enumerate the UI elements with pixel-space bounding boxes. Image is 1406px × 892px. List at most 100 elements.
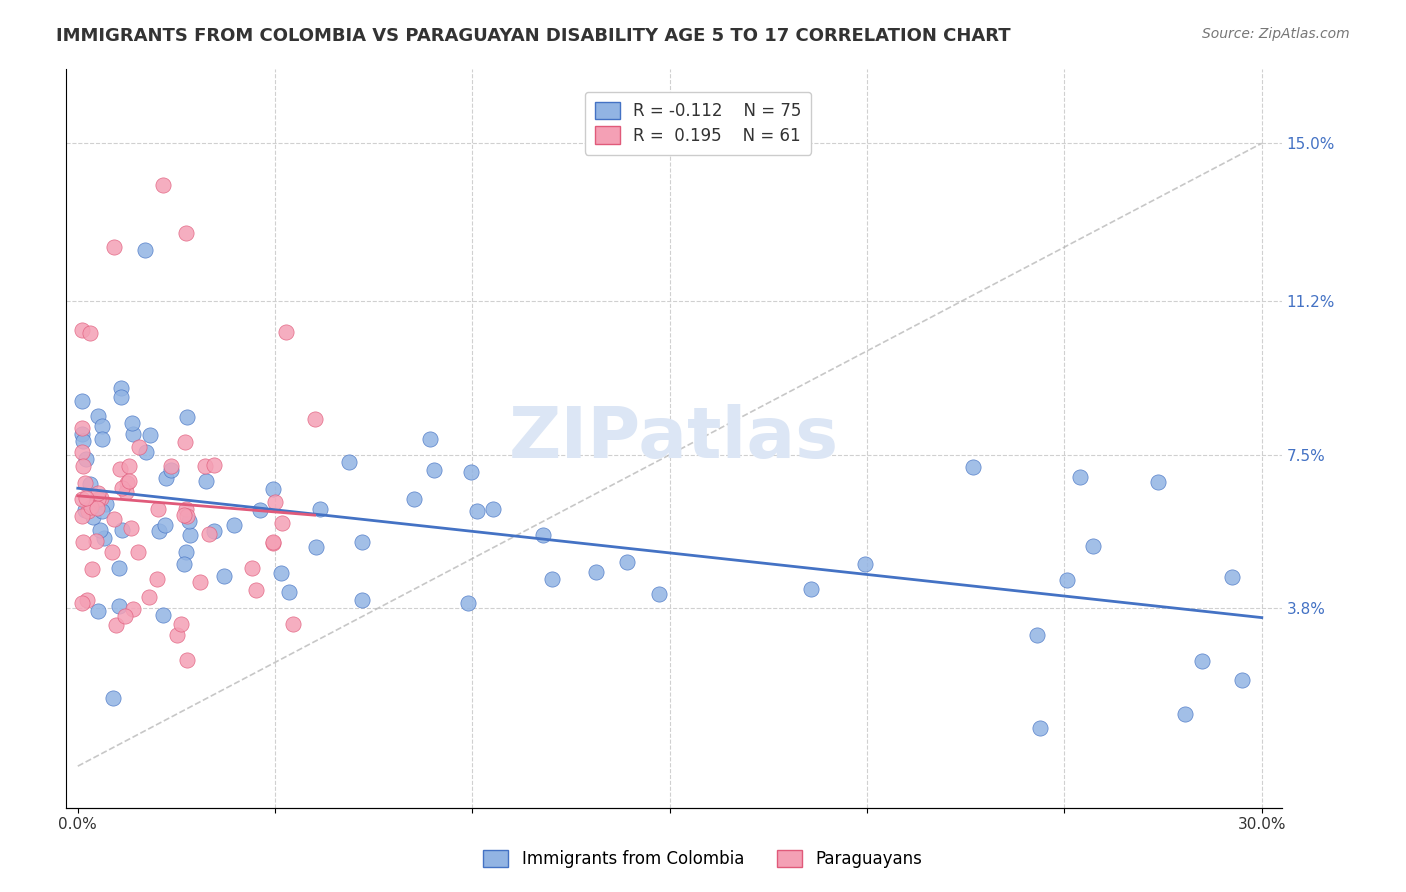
Point [107,561,129,575]
Point [122,427,145,442]
Point [115,476,138,491]
Point [195,475,218,489]
Point [404,492,426,507]
Point [263,495,285,509]
Point [82,509,104,524]
Point [94,497,117,511]
Point [110,390,132,404]
Point [107,599,129,613]
Point [176,509,198,524]
Point [1174,707,1197,722]
Point [103,512,125,526]
Point [80,500,103,514]
Point [173,508,195,522]
Point [115,484,138,499]
Point [76,593,98,607]
Point [72,458,94,473]
Point [80,562,103,576]
Point [350,535,373,549]
Point [160,463,183,477]
Point [153,518,176,533]
Point [84,533,107,548]
Point [91,504,114,518]
Point [111,523,134,537]
Point [262,482,284,496]
Point [1029,722,1052,736]
Point [174,545,197,559]
Point [176,410,198,425]
Point [541,572,564,586]
Point [135,444,157,458]
Point [270,566,292,581]
Point [70,421,93,435]
Point [138,590,160,604]
Point [245,583,267,598]
Point [70,491,93,506]
Point [1081,539,1104,553]
Point [139,427,162,442]
Point [127,545,149,559]
Point [531,528,554,542]
Point [1220,570,1243,584]
Point [87,604,110,618]
Point [73,476,96,491]
Point [148,524,170,538]
Point [249,503,271,517]
Point [72,434,94,449]
Point [118,474,141,488]
Point [585,565,607,579]
Point [73,503,96,517]
Point [84,495,107,509]
Point [174,226,197,240]
Point [262,535,284,549]
Point [70,394,93,409]
Legend: R = -0.112    N = 75, R =  0.195    N = 61: R = -0.112 N = 75, R = 0.195 N = 61 [585,92,811,154]
Point [465,503,488,517]
Point [152,608,174,623]
Point [72,596,94,610]
Point [72,323,94,337]
Point [100,545,122,559]
Point [270,516,292,531]
Point [122,602,145,616]
Point [103,240,125,254]
Point [90,432,112,446]
Point [75,491,97,505]
Point [647,587,669,601]
Point [145,572,167,586]
Point [308,502,330,516]
Point [240,561,263,575]
Point [1191,654,1213,668]
Text: ZIPatlas: ZIPatlas [509,403,839,473]
Point [274,325,297,339]
Point [90,418,112,433]
Point [460,465,482,479]
Point [76,504,98,518]
Point [197,526,219,541]
Point [616,555,638,569]
Point [105,617,128,632]
Point [1026,628,1049,642]
Point [70,445,93,459]
Point [93,532,115,546]
Text: Source: ZipAtlas.com: Source: ZipAtlas.com [1202,27,1350,41]
Point [70,427,93,442]
Point [800,582,823,597]
Point [174,435,197,450]
Point [90,491,112,505]
Point [423,463,446,477]
Point [179,528,201,542]
Point [86,500,108,515]
Point [134,243,156,257]
Point [177,515,200,529]
Point [170,617,193,632]
Text: IMMIGRANTS FROM COLOMBIA VS PARAGUAYAN DISABILITY AGE 5 TO 17 CORRELATION CHART: IMMIGRANTS FROM COLOMBIA VS PARAGUAYAN D… [56,27,1011,45]
Point [155,471,177,485]
Point [86,492,108,507]
Point [1230,673,1253,688]
Point [188,574,211,589]
Point [173,557,195,571]
Point [79,477,101,491]
Point [118,458,141,473]
Point [87,485,110,500]
